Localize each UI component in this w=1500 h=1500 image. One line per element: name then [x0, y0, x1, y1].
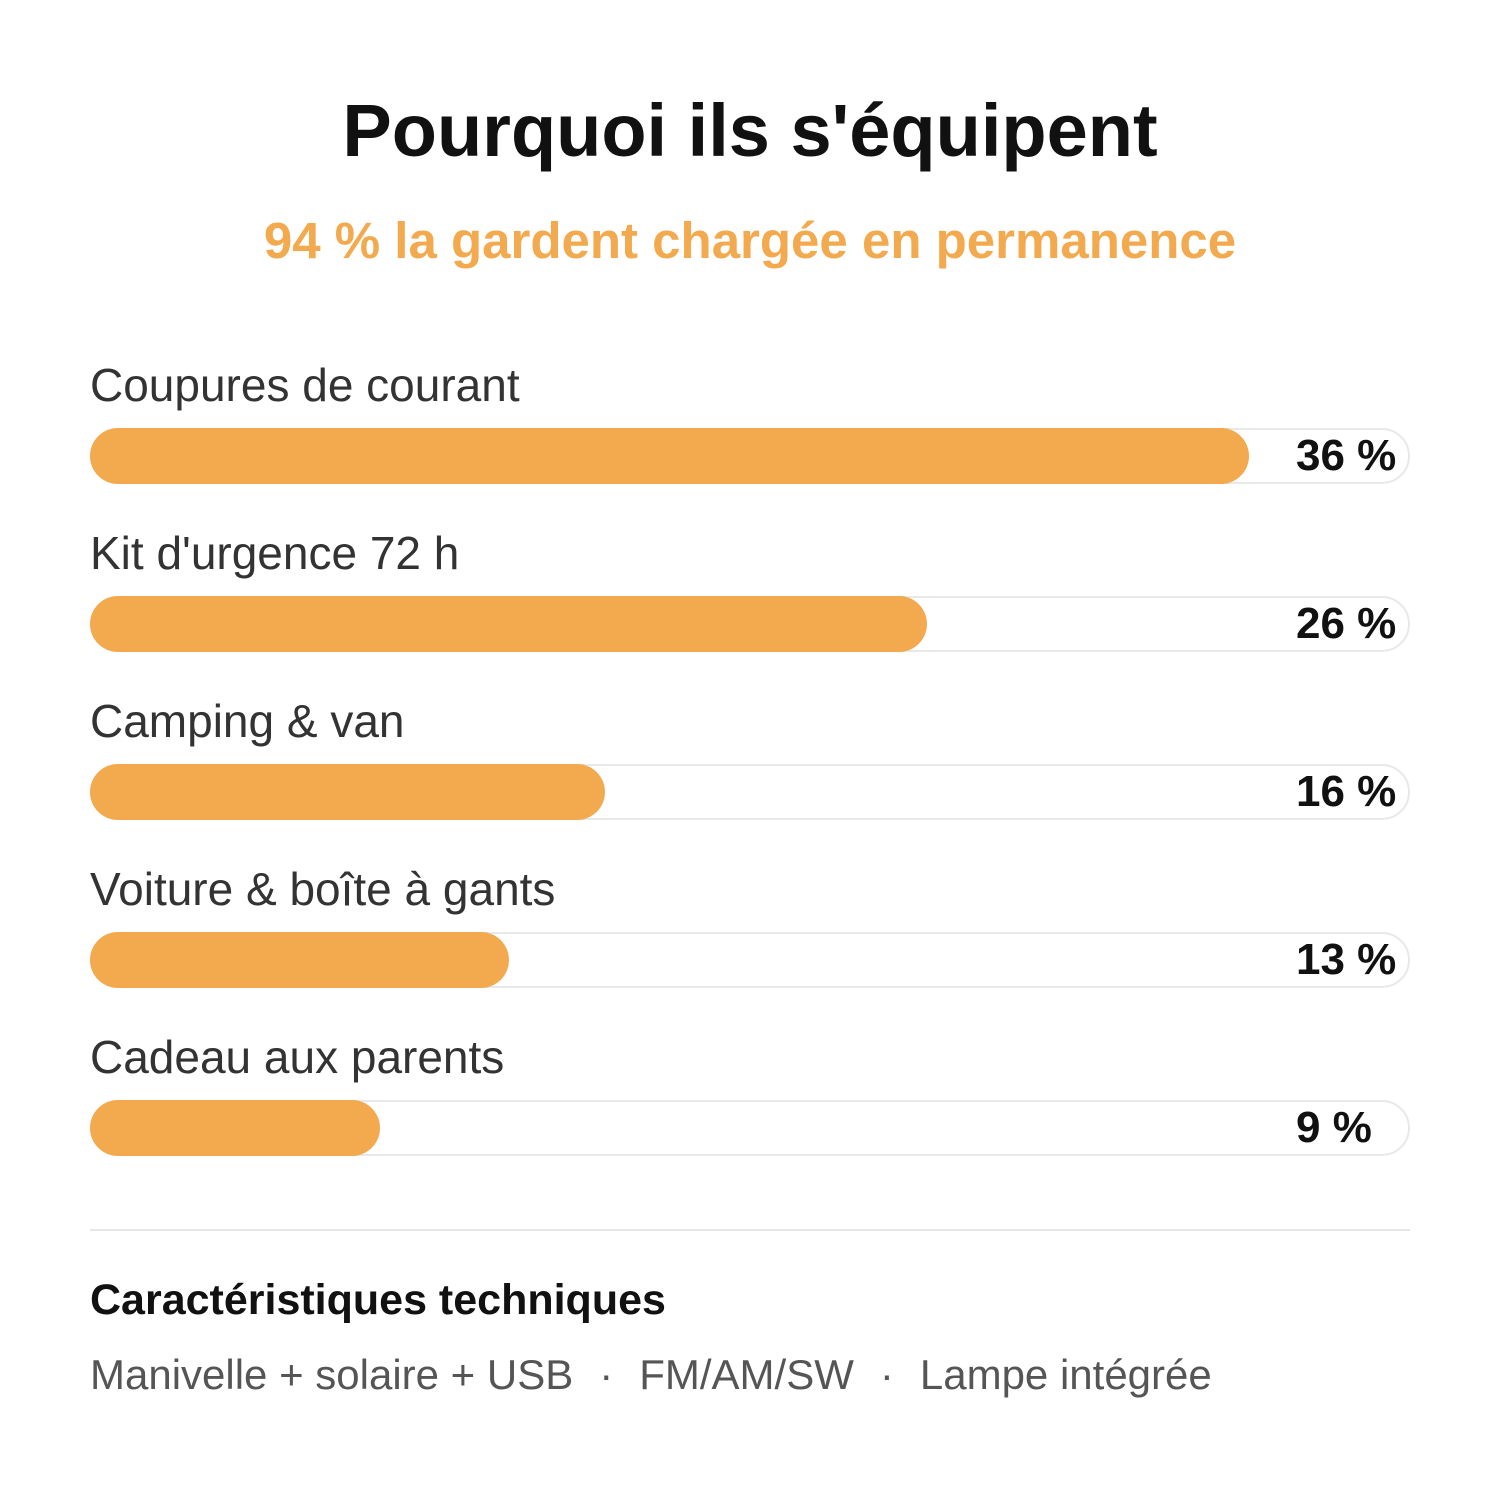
bar-value-label: 13 % [1296, 935, 1397, 984]
bar-fill [90, 596, 928, 652]
spec-item: FM/AM/SW [639, 1351, 854, 1398]
bar-container: 16 % [90, 764, 1410, 820]
bar-row: Camping & van 16 % [90, 698, 1410, 866]
bar-row: Cadeau aux parents 9 % [90, 1034, 1410, 1202]
specs-heading: Caractéristiques techniques [90, 1276, 666, 1324]
divider [90, 1229, 1410, 1231]
spec-separator: · [599, 1351, 614, 1398]
bar-label: Cadeau aux parents [90, 1031, 505, 1083]
page-title: Pourquoi ils s'équipent [342, 89, 1158, 172]
bar-container: 26 % [90, 596, 1410, 652]
bar-value-label: 9 % [1296, 1103, 1372, 1152]
bar-fill [90, 428, 1250, 484]
bar-container: 36 % [90, 428, 1410, 484]
bar-label: Kit d'urgence 72 h [90, 527, 460, 579]
spec-item: Manivelle + solaire + USB [90, 1351, 574, 1398]
subtitle: 94 % la gardent chargée en permanence [263, 212, 1237, 269]
bar-row: Kit d'urgence 72 h 26 % [90, 530, 1410, 698]
bar-label: Camping & van [90, 695, 405, 747]
bar-value-label: 16 % [1296, 767, 1397, 816]
bar-row: Coupures de courant 36 % [90, 362, 1410, 530]
bar-fill [90, 932, 509, 988]
bar-fill [90, 1100, 380, 1156]
bar-container: 9 % [90, 1100, 1410, 1156]
bar-label: Voiture & boîte à gants [90, 863, 556, 915]
bar-chart: Coupures de courant 36 % Kit d'urgence 72 … [90, 362, 1410, 1202]
bar-fill [90, 764, 606, 820]
bar-label: Coupures de courant [90, 359, 520, 411]
bar-row: Voiture & boîte à gants 13 % [90, 866, 1410, 1034]
spec-separator: · [879, 1351, 894, 1398]
spec-item: Lampe intégrée [919, 1351, 1212, 1398]
bar-value-label: 26 % [1296, 599, 1397, 648]
specs-list: Manivelle + solaire + USB · FM/AM/SW · Lampe… [90, 1354, 1212, 1396]
bar-container: 13 % [90, 932, 1410, 988]
bar-value-label: 36 % [1296, 431, 1397, 480]
